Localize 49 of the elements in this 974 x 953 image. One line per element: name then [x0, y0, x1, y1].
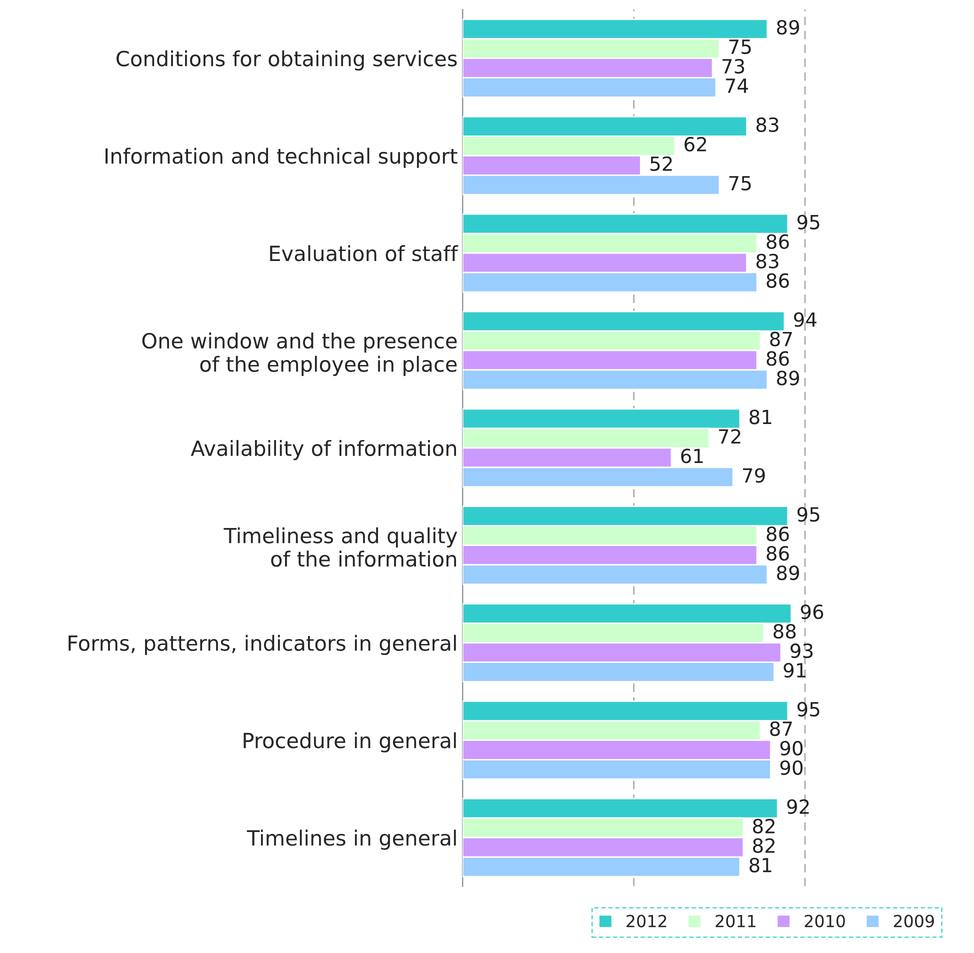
data-label: 52 [650, 156, 672, 172]
legend-label: 2009 [894, 914, 934, 928]
data-label: 96 [800, 604, 824, 620]
data-label: 82 [753, 818, 775, 834]
y-tick-label: Conditions for obtaining services [116, 50, 457, 70]
data-label: 88 [774, 624, 796, 639]
data-label: 91 [784, 662, 806, 678]
data-label: 62 [684, 136, 706, 152]
data-label: 72 [719, 429, 740, 444]
data-label: 95 [797, 702, 820, 717]
y-tick-label: Timelines in general [246, 830, 456, 850]
y-tick-label: Information and technical support [106, 148, 458, 168]
data-label: 79 [743, 468, 765, 483]
data-label: 90 [780, 740, 803, 756]
data-label: 95 [797, 507, 820, 522]
data-label: 75 [729, 40, 751, 54]
y-tick-label: Timeliness and quality of the information [224, 527, 458, 567]
data-label: 74 [726, 78, 748, 93]
data-label: 83 [756, 117, 778, 132]
data-label: 75 [729, 176, 751, 191]
data-label: 87 [770, 721, 792, 736]
y-tick-label: One window and the presence of the employee in place [142, 332, 457, 376]
data-label: 89 [776, 20, 800, 35]
data-label: 92 [787, 799, 809, 814]
data-label: 89 [776, 565, 800, 580]
data-label: 87 [770, 332, 792, 346]
legend-label: 2011 [716, 914, 756, 928]
data-label: 82 [753, 838, 775, 853]
data-label: 86 [766, 273, 789, 288]
y-tick-label: Forms, patterns, indicators in general [68, 634, 456, 655]
legend-label: 2012 [626, 914, 666, 928]
data-label: 90 [780, 760, 803, 776]
data-label: 61 [681, 448, 703, 464]
y-tick-label: Evaluation of staff [270, 245, 458, 262]
data-label: 81 [750, 410, 772, 424]
data-label: 95 [797, 214, 820, 230]
data-label: 81 [750, 858, 772, 872]
data-label: 86 [766, 526, 789, 542]
data-label: 93 [790, 643, 813, 658]
data-label: 94 [794, 312, 816, 327]
data-label: 73 [722, 58, 744, 74]
legend-label: 2010 [804, 914, 845, 928]
data-label: 86 [766, 351, 789, 366]
data-label: 86 [766, 546, 789, 561]
y-tick-label: Availability of information [190, 440, 456, 460]
data-label: 86 [766, 234, 789, 249]
data-label: 83 [756, 254, 778, 268]
data-label: 89 [776, 370, 800, 386]
y-tick-label: Procedure in general [244, 732, 456, 752]
